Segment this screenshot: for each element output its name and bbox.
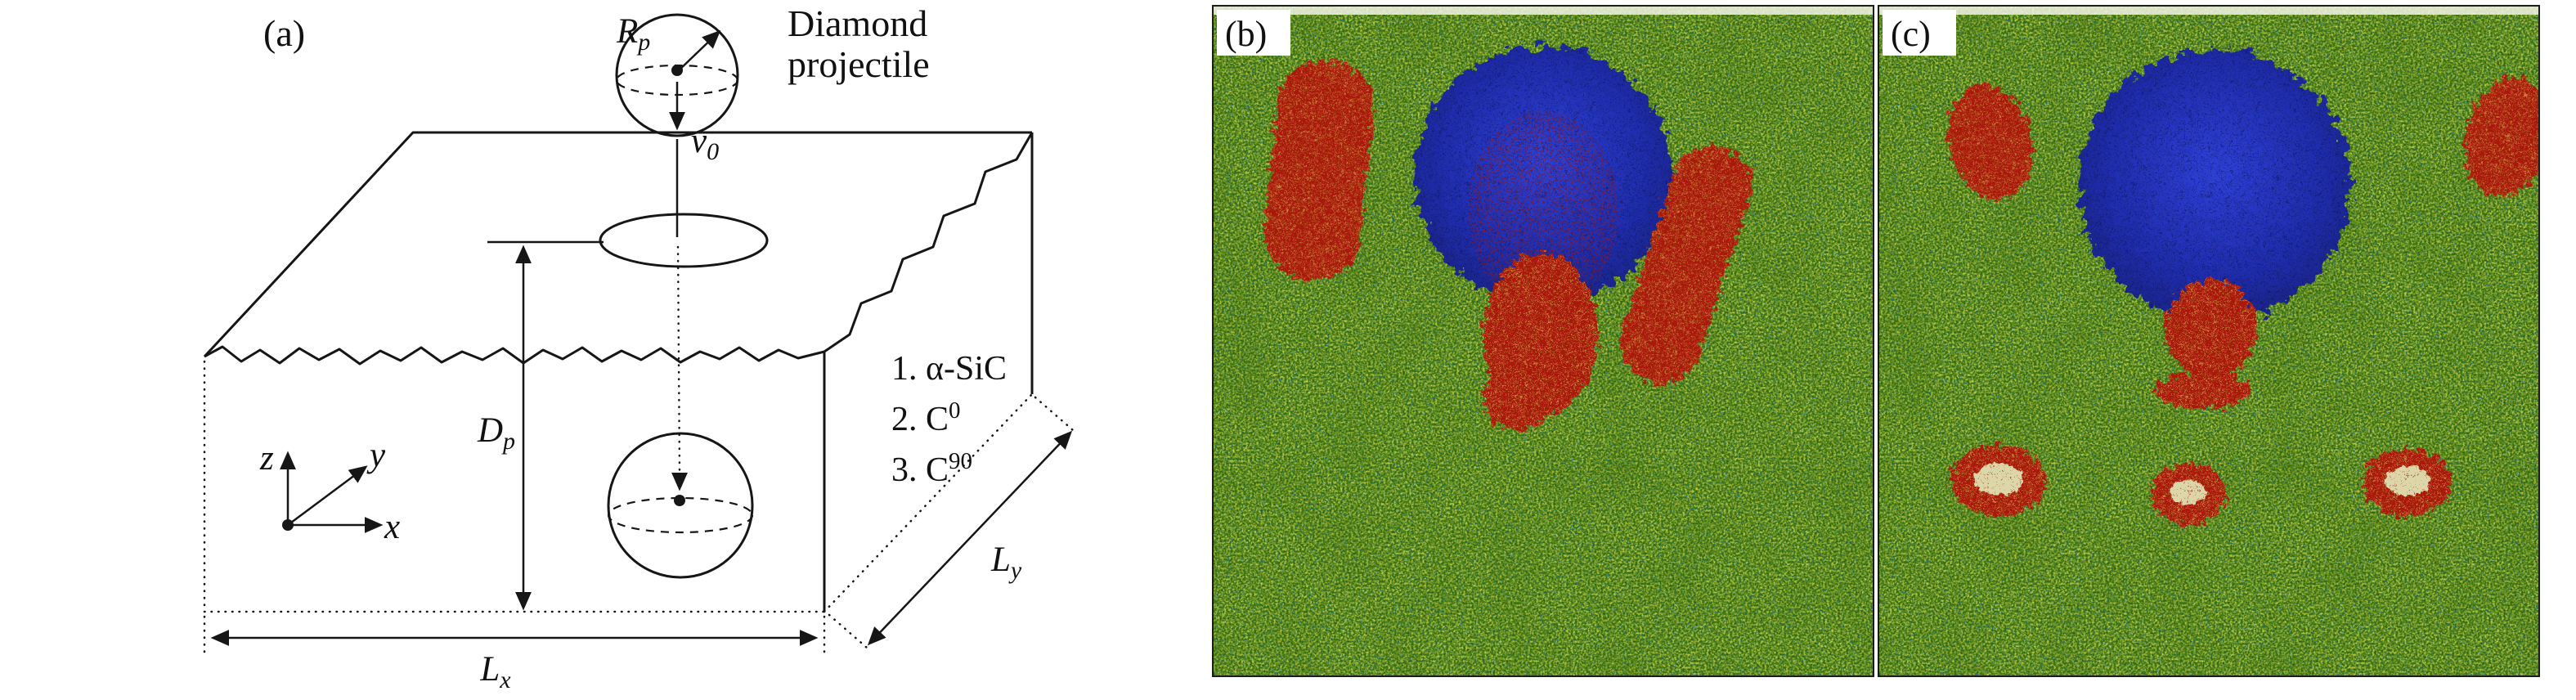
ring-core [2385,466,2430,496]
z-axis-label: z [259,439,274,478]
x-axis-label: x [384,508,400,546]
legend-line-1: 1. α-SiC [891,350,1007,388]
top-surface-strip [1879,7,2538,15]
legend-line-2: 2. C0 [891,397,961,438]
graphite-blob-below-sphere [2165,280,2257,378]
sphere-center-dot [671,65,683,76]
panel-label-box: (c) [1883,10,1956,56]
graphite-ring-bottom-middle [2151,463,2226,525]
graphite-plume-below-sphere [1483,252,1598,430]
fracture-surface-edge [204,132,1034,366]
graphite-ring-bottom-right [2363,448,2452,517]
graphite-inclusion-top-left [1948,84,2033,200]
top-surface-strip [1214,7,1873,15]
ring-core [1974,463,2023,496]
slab-solid-edges [203,131,1034,612]
panel-b-label: (b) [1225,14,1267,54]
ring-core [2170,480,2206,505]
buried-sphere-center-dot [674,495,685,506]
depth-label: Dp [477,411,515,455]
impact-ellipse [599,213,769,268]
target-slab-box [203,131,1075,656]
y-axis-arrow [287,465,368,527]
sphere-outline [615,13,739,137]
graphite-disc-below-blob [2154,373,2252,409]
graphite-pillar-left [1263,61,1375,280]
graphite-pillar-right [1620,146,1752,384]
length-x-label: Lx [479,650,511,693]
panel-c-simulation: (c) [1878,5,2540,677]
trajectory-dotted-line [676,245,681,474]
panel-a-schematic: (a) Rp Diamond projectile v0 Dp 1. α-SiC… [0,0,1202,700]
panel-label-background [1883,10,1956,56]
panel-label-background [1217,10,1290,56]
panel-b-simulation: (b) [1212,5,1874,677]
coordinate-axes [280,451,384,533]
projectile-sphere-buried [607,432,754,579]
buried-sphere-outline [607,432,754,579]
panel-label-box: (b) [1217,10,1290,56]
legend-line-3: 3. C90 [891,448,972,489]
y-axis-label: y [366,436,386,474]
schematic-drawing: (a) Rp Diamond projectile v0 Dp 1. α-SiC… [203,2,1075,693]
panel-c-label: (c) [1891,14,1931,54]
simulation-image-b: (b) [1214,7,1873,675]
simulation-image-c: (c) [1879,7,2538,675]
graphite-inclusion-top-right [2465,77,2538,198]
graphite-ring-bottom-left [1951,445,2046,517]
radius-label: Rp [616,12,650,56]
panel-a-label: (a) [263,12,305,54]
diamond-projectile-sphere [2079,49,2350,321]
depth-dimension [487,240,604,611]
radius-arrow [676,29,721,73]
axes-origin-dot [282,519,294,531]
length-y-dimension-arrow [867,430,1073,646]
slab-hidden-edges [203,360,1034,613]
buried-sphere-equator-dashed [607,496,754,534]
length-y-label: Ly [990,541,1022,584]
red-speckle-in-sphere [1468,111,1618,311]
velocity-label: v0 [691,122,719,165]
projectile-label-line2: projectile [788,43,930,85]
projectile-label-line1: Diamond [788,2,927,44]
